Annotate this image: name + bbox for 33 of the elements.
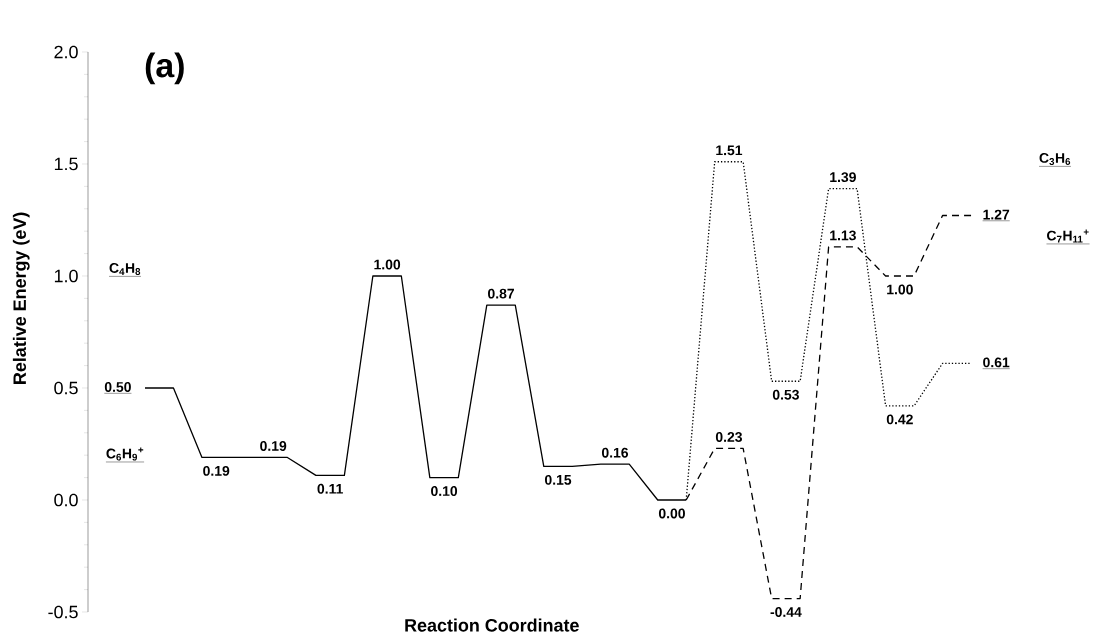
data-label: 1.00 [374,259,401,270]
data-label: 1.51 [716,145,743,156]
text: C$_{3}$H$_{6}$ [1039,152,1071,165]
y-tick-label: 0.5 [54,381,78,395]
data-label: 0.15 [544,474,572,485]
data-label: 1.27 [983,209,1010,220]
data-label: 1.13 [830,230,856,241]
data-label: 1.39 [830,172,856,183]
y-tick-label: -0.5 [48,605,78,619]
chart-title: (a) [145,52,184,85]
y-tick-label: 2.0 [54,45,78,59]
annotation: C$_{4}$H$_{8}$ [109,262,141,275]
data-label: 0.23 [715,432,742,442]
data-label: 0.19 [203,465,230,476]
data-label: 0.42 [886,414,913,425]
data-label: 0.53 [772,389,799,400]
y-tick-label: 1.5 [54,157,78,171]
y-tick-label: 0.0 [54,493,78,507]
data-label: 0.19 [260,441,287,451]
data-label: 0.16 [601,447,629,458]
y-axis-title: Relative Energy (eV) [12,212,30,384]
data-label: 1.00 [887,284,913,295]
data-label: 0.87 [488,288,514,299]
data-label: 0.11 [317,483,343,494]
text: C$_{7}$H$_{11}$+ [1047,229,1089,243]
data-label: 0.61 [983,357,1010,368]
annotation: C$_{6}$H$_{9}$+ [106,447,144,461]
data-label: -0.44 [770,607,802,617]
y-tick-label: 1.0 [54,269,78,283]
data-label: 0.50 [104,382,131,392]
x-axis-title: Reaction Coordinate [405,618,579,632]
data-label: 0.00 [658,508,685,519]
data-label: 0.10 [431,486,458,496]
